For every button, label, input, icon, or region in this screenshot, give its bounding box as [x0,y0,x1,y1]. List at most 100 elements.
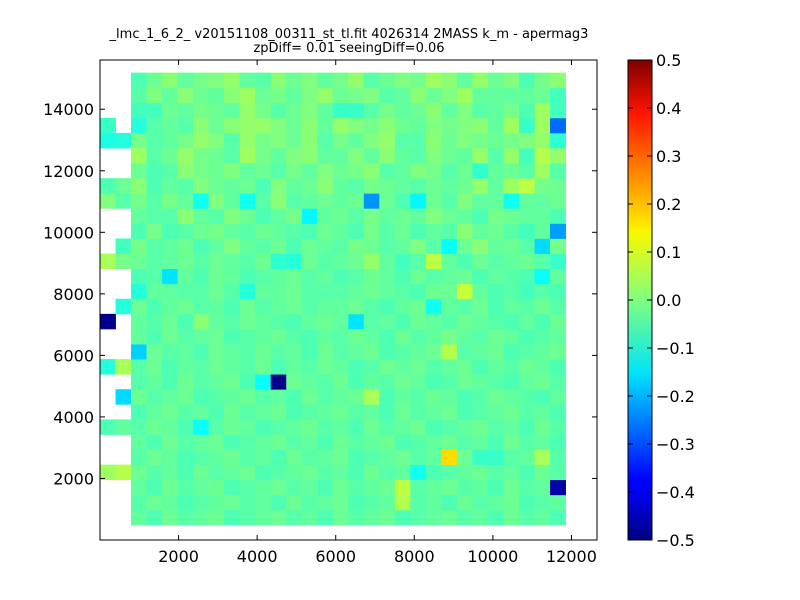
colorbar-tick-label: 0.3 [656,147,681,166]
heatmap-cell [379,419,396,435]
heatmap-cell [177,238,194,254]
heatmap-cell [379,117,396,134]
heatmap-cell [348,328,365,345]
heatmap-cell [332,298,349,315]
heatmap-cell [270,374,287,390]
heatmap-cell [425,87,442,104]
heatmap-cell [519,132,535,149]
heatmap-cell [270,404,287,420]
heatmap-cell [348,374,365,390]
heatmap-cell [115,464,132,481]
heatmap-cell [534,494,551,511]
heatmap-cell [177,509,194,526]
heatmap-cell [487,419,504,435]
heatmap-cell [332,163,349,179]
heatmap-cell [224,494,241,511]
heatmap-cell [503,268,520,285]
heatmap-cell [550,268,566,285]
heatmap-cell [146,148,163,164]
heatmap-cell [301,328,318,345]
heatmap-cell [425,148,442,164]
heatmap-cell [348,208,365,224]
heatmap-cell [394,298,411,315]
heatmap-cell [363,72,380,89]
heatmap-cell [379,434,396,450]
heatmap-cell [441,253,458,270]
y-tick-label: 4000 [53,408,94,427]
heatmap-cell [255,72,272,89]
heatmap-cell [177,359,194,375]
heatmap-cell [425,72,442,89]
heatmap-cell [394,404,411,420]
heatmap-cell [224,117,241,134]
heatmap-cell [131,328,147,345]
heatmap-cell [503,374,520,390]
heatmap-cell [456,117,473,134]
heatmap-cell [224,238,241,254]
heatmap-cell [379,132,396,149]
heatmap-cell [255,359,272,375]
heatmap-cell [131,148,147,164]
heatmap-cell [255,374,272,390]
heatmap-cell [317,359,334,375]
heatmap-cell [162,359,178,375]
heatmap-cell [550,344,566,360]
heatmap-cell [487,268,504,285]
heatmap-cell [162,313,178,330]
heatmap-cell [472,434,489,450]
heatmap-cell [441,193,458,209]
heatmap-cell [472,359,489,375]
heatmap-cell [441,479,458,496]
heatmap-cell [425,178,442,194]
heatmap-cell [425,419,442,435]
heatmap-cell [519,148,535,164]
heatmap-cell [131,193,147,209]
heatmap-cell [363,344,380,360]
heatmap-cell [162,117,178,134]
heatmap-cell [363,313,380,330]
heatmap-cell [270,72,287,89]
heatmap-cell [456,328,473,345]
heatmap-cell [410,283,427,300]
heatmap-cell [146,404,163,420]
heatmap-cell [425,328,442,345]
heatmap-cell [193,419,210,435]
heatmap-cell [146,494,163,511]
heatmap-cell [255,298,272,315]
heatmap-cell [363,509,380,526]
heatmap-cell [472,253,489,270]
heatmap-cell [410,449,427,466]
heatmap-cell [270,148,287,164]
colorbar-tick-label: −0.1 [656,339,695,358]
heatmap-cell [317,494,334,511]
heatmap-cell [379,223,396,239]
heatmap-cell [100,132,116,149]
heatmap-cell [286,72,303,89]
heatmap-cell [472,449,489,466]
heatmap-cell [177,117,194,134]
heatmap-cell [286,344,303,360]
heatmap-cell [425,509,442,526]
heatmap-cell [208,344,225,360]
heatmap-cell [487,253,504,270]
heatmap-cell [550,163,566,179]
heatmap-cell [379,328,396,345]
heatmap-cell [550,298,566,315]
heatmap-cell [379,494,396,511]
heatmap-cell [410,313,427,330]
heatmap-cell [115,359,132,375]
heatmap-cell [363,404,380,420]
heatmap-cell [255,419,272,435]
heatmap-cell [379,283,396,300]
heatmap-cell [379,178,396,194]
heatmap-cell [519,464,535,481]
heatmap-cell [425,102,442,119]
heatmap-cell [348,313,365,330]
heatmap-cell [441,359,458,375]
heatmap-cell [131,238,147,254]
heatmap-cell [394,117,411,134]
heatmap-cell [162,464,178,481]
heatmap-cell [425,404,442,420]
heatmap-cell [348,238,365,254]
heatmap-cell [441,464,458,481]
